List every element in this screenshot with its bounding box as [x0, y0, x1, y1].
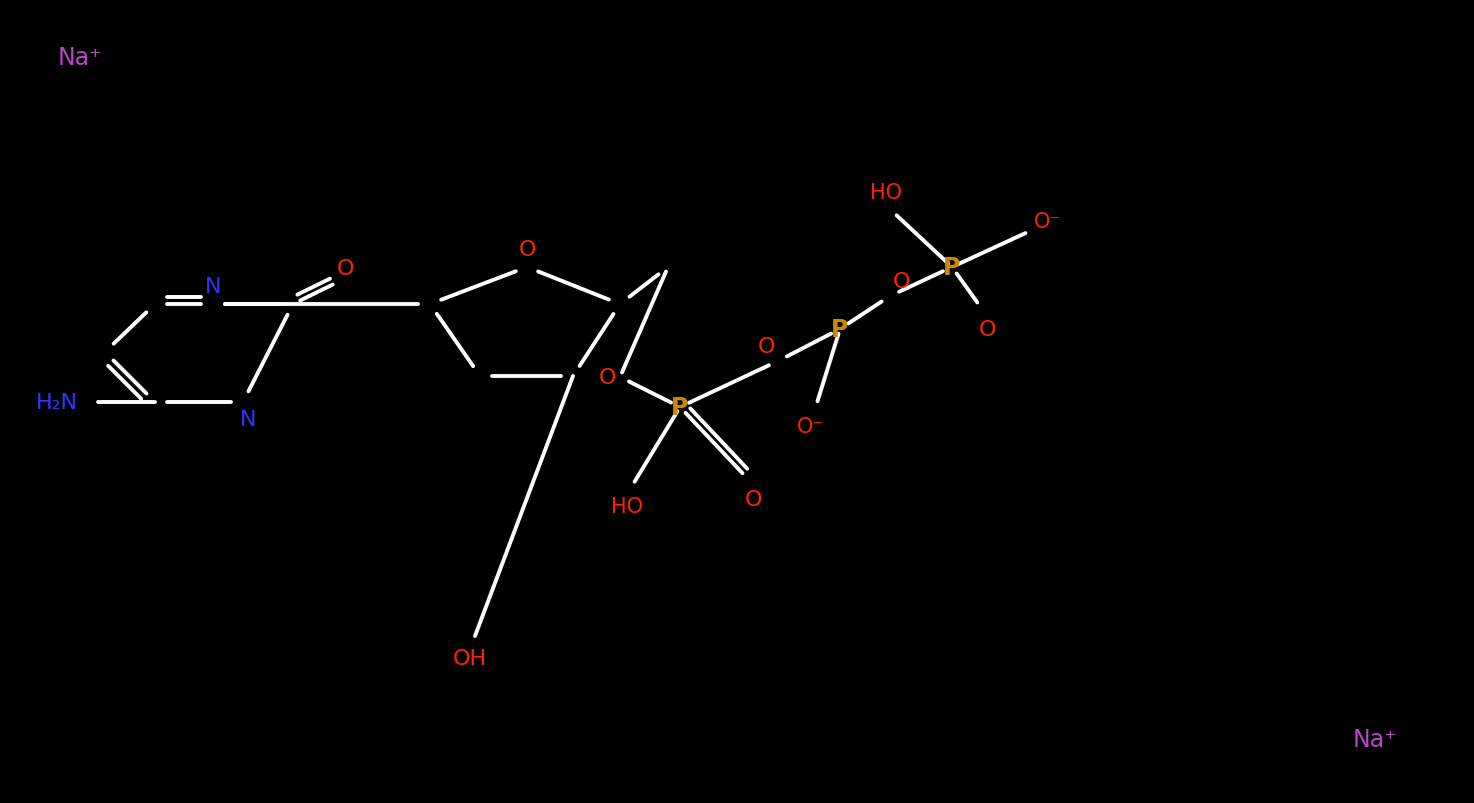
Text: O⁻: O⁻	[797, 417, 824, 437]
Text: Na⁺: Na⁺	[1353, 727, 1397, 751]
Text: O: O	[336, 259, 354, 279]
Text: O⁻: O⁻	[1035, 212, 1061, 232]
Text: O: O	[519, 240, 535, 259]
Text: HO: HO	[870, 183, 902, 202]
Text: O: O	[893, 271, 911, 291]
Text: HO: HO	[612, 496, 643, 516]
Text: Na⁺: Na⁺	[57, 46, 102, 70]
Text: P: P	[943, 255, 961, 279]
Text: H₂N: H₂N	[35, 393, 78, 413]
Text: O: O	[758, 336, 775, 357]
Text: N: N	[240, 410, 256, 430]
Text: O: O	[744, 489, 762, 509]
Text: N: N	[205, 277, 221, 296]
Text: P: P	[671, 396, 688, 419]
Text: OH: OH	[453, 648, 486, 668]
Text: O: O	[979, 320, 996, 340]
Text: O: O	[600, 368, 616, 388]
Text: P: P	[831, 318, 849, 341]
